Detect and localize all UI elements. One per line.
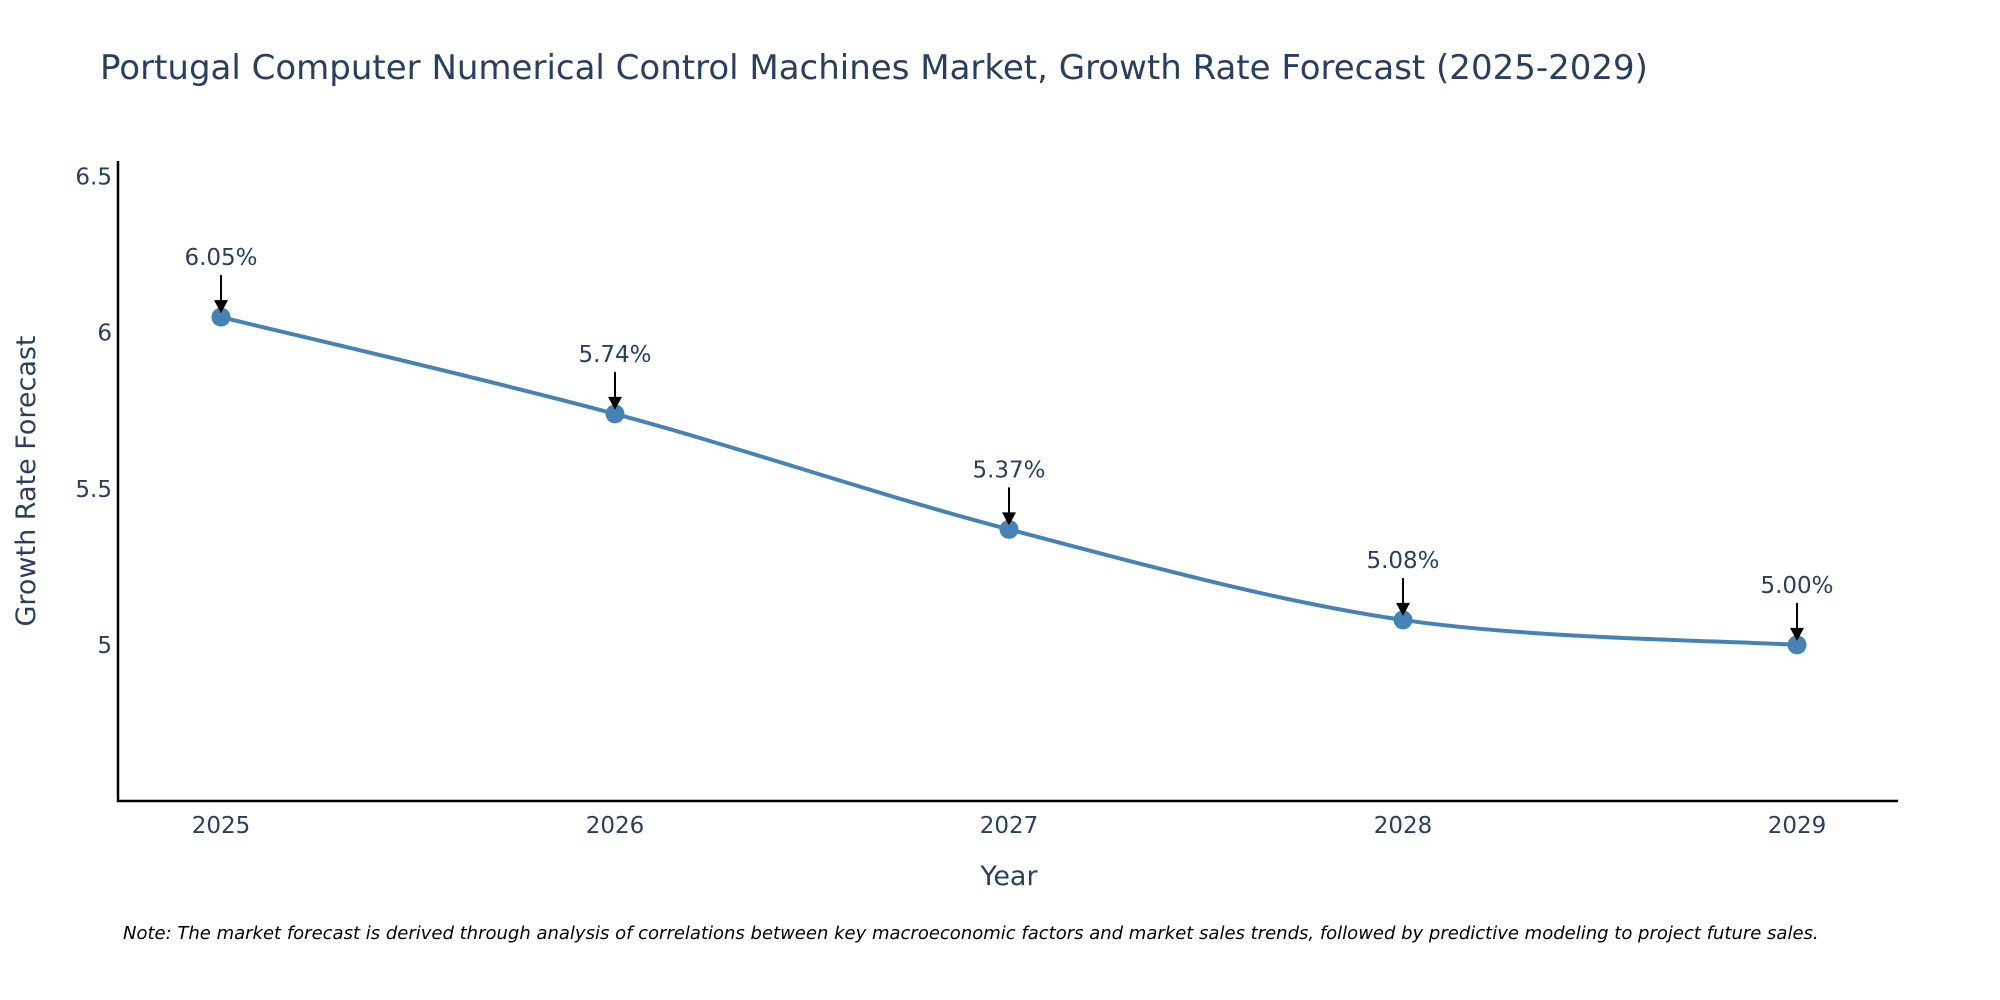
y-tick-label: 6	[97, 321, 112, 347]
annotation-arrow-head	[214, 300, 228, 314]
chart-note: Note: The market forecast is derived thr…	[123, 923, 1819, 944]
x-tick-label: 2029	[1768, 813, 1827, 839]
data-point[interactable]	[605, 404, 625, 424]
data-annotations: 6.05% 5.74% 5.37% 5.08% 5.00%	[184, 245, 1834, 641]
data-point[interactable]	[999, 519, 1019, 539]
data-label: 5.08%	[1366, 548, 1439, 574]
data-point[interactable]	[1393, 610, 1413, 630]
data-point[interactable]	[1787, 635, 1807, 655]
data-label: 5.37%	[972, 457, 1045, 483]
x-tick-label: 2025	[192, 813, 251, 839]
data-label: 6.05%	[184, 245, 257, 271]
data-label: 5.00%	[1760, 573, 1833, 599]
x-tick-label: 2027	[980, 813, 1039, 839]
x-tick-label: 2026	[586, 813, 645, 839]
annotation-arrow-head	[1396, 602, 1410, 616]
chart-title: Portugal Computer Numerical Control Mach…	[100, 48, 1648, 88]
y-tick-labels: 5 5.5 6 6.5	[75, 165, 112, 659]
y-tick-label: 6.5	[75, 165, 112, 191]
annotation-arrow-head	[608, 396, 622, 410]
x-tick-label: 2028	[1374, 813, 1433, 839]
annotation-arrow-head	[1790, 627, 1804, 641]
y-tick-label: 5	[97, 633, 112, 659]
data-point[interactable]	[211, 307, 231, 327]
annotation-arrow-head	[1002, 512, 1016, 526]
x-axis-title: Year	[979, 861, 1038, 892]
y-axis-title: Growth Rate Forecast	[11, 335, 42, 626]
x-tick-labels: 2025 2026 2027 2028 2029	[192, 813, 1827, 839]
y-tick-label: 5.5	[75, 477, 112, 503]
data-label: 5.74%	[578, 342, 651, 368]
series-growth-rate	[211, 307, 1807, 655]
